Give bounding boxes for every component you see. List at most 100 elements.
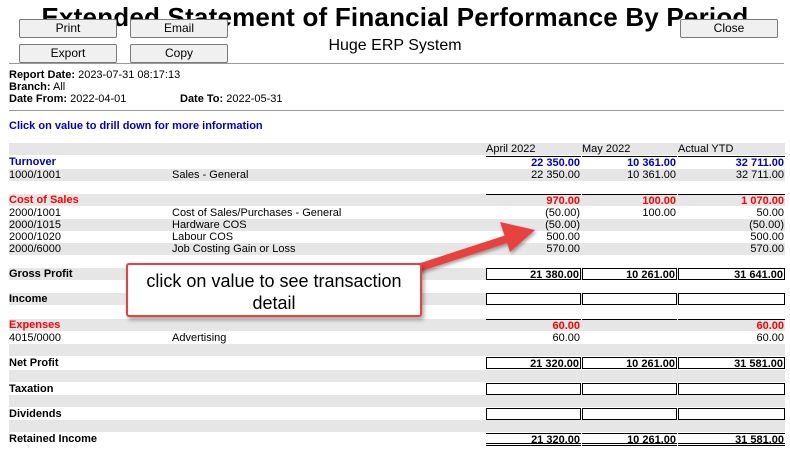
table-row: 2000/1020 Labour COS 500.00 500.00 <box>9 231 785 243</box>
april-value[interactable]: (50.00) <box>545 219 580 231</box>
april-value[interactable]: 570.00 <box>546 243 580 255</box>
export-button[interactable]: Export <box>19 44 117 63</box>
column-header-april: April 2022 <box>486 143 536 155</box>
close-button[interactable]: Close <box>680 19 778 38</box>
net-profit-may-value[interactable]: 10 261.00 <box>582 357 677 369</box>
spacer-row <box>9 181 785 193</box>
expenses-row: Expenses 60.00 60.00 <box>9 319 785 331</box>
net-profit-april-value[interactable]: 21 320.00 <box>486 357 581 369</box>
april-value[interactable]: (50.00) <box>545 207 580 219</box>
gross-profit-april-value[interactable]: 21 380.00 <box>486 268 581 280</box>
retained-income-may-value[interactable]: 10 261.00 <box>582 433 677 446</box>
annotation-callout: click on value to see transaction detail <box>126 263 422 317</box>
gross-profit-may-value[interactable]: 10 261.00 <box>582 268 677 280</box>
net-profit-label: Net Profit <box>9 357 59 369</box>
account-description: Sales - General <box>172 169 249 181</box>
turnover-april-value[interactable]: 22 350.00 <box>486 156 581 168</box>
date-from-line: Date From: 2022-04-01 <box>9 93 126 105</box>
cost-of-sales-label: Cost of Sales <box>9 194 79 206</box>
may-value[interactable] <box>582 231 677 243</box>
cost-of-sales-ytd-value[interactable]: 1 070.00 <box>678 194 785 206</box>
may-value[interactable]: 100.00 <box>642 207 676 219</box>
column-header-ytd: Actual YTD <box>678 143 734 155</box>
retained-income-april-value[interactable]: 21 320.00 <box>486 433 581 446</box>
dividends-april-value[interactable] <box>486 408 581 420</box>
annotation-callout-text: click on value to see transaction detail <box>146 271 402 313</box>
date-from-label: Date From: <box>9 93 68 105</box>
spacer-row <box>9 395 785 407</box>
account-description: Cost of Sales/Purchases - General <box>172 207 342 219</box>
copy-button[interactable]: Copy <box>130 44 228 63</box>
table-row: 2000/6000 Job Costing Gain or Loss 570.0… <box>9 243 785 255</box>
account-description: Advertising <box>172 332 227 344</box>
april-value[interactable]: 60.00 <box>552 332 580 344</box>
table-row: 4015/0000 Advertising 60.00 60.00 <box>9 332 785 344</box>
april-value[interactable]: 500.00 <box>546 231 580 243</box>
cost-of-sales-row: Cost of Sales 970.00 100.00 1 070.00 <box>9 194 785 206</box>
expenses-label: Expenses <box>9 319 61 331</box>
account-code: 2000/1015 <box>9 219 61 231</box>
column-header-may: May 2022 <box>582 143 631 155</box>
taxation-row: Taxation <box>9 383 785 395</box>
date-to-value: 2022-05-31 <box>226 93 283 105</box>
may-value[interactable]: 10 361.00 <box>627 169 676 181</box>
taxation-ytd-value[interactable] <box>678 383 785 395</box>
income-label: Income <box>9 293 48 305</box>
dividends-label: Dividends <box>9 408 62 420</box>
account-code: 1000/1001 <box>9 169 61 181</box>
column-header-row: April 2022 May 2022 Actual YTD <box>9 143 785 155</box>
account-code: 2000/6000 <box>9 243 61 255</box>
ytd-value[interactable]: 500.00 <box>750 231 784 243</box>
date-from-value: 2022-04-01 <box>70 93 127 105</box>
turnover-row: Turnover 22 350.00 10 361.00 32 711.00 <box>9 156 785 168</box>
spacer-row <box>9 420 785 432</box>
ytd-value[interactable]: 60.00 <box>756 332 784 344</box>
date-to-line: Date To: 2022-05-31 <box>180 93 283 105</box>
cost-of-sales-may-value[interactable]: 100.00 <box>582 194 677 206</box>
report-title: Extended Statement of Financial Performa… <box>41 2 749 32</box>
taxation-may-value[interactable] <box>582 383 677 395</box>
expenses-april-value[interactable]: 60.00 <box>486 319 581 331</box>
email-button[interactable]: Email <box>130 19 228 38</box>
account-description: Hardware COS <box>172 219 247 231</box>
cost-of-sales-april-value[interactable]: 970.00 <box>486 194 581 206</box>
ytd-value[interactable]: 50.00 <box>756 207 784 219</box>
taxation-label: Taxation <box>9 383 54 395</box>
info-divider <box>9 110 784 111</box>
retained-income-label: Retained Income <box>9 433 98 445</box>
turnover-ytd-value[interactable]: 32 711.00 <box>678 156 785 168</box>
spacer-row <box>9 370 785 382</box>
account-code: 2000/1001 <box>9 207 61 219</box>
gross-profit-ytd-value[interactable]: 31 641.00 <box>678 268 785 280</box>
ytd-value[interactable]: 570.00 <box>750 243 784 255</box>
income-may-value[interactable] <box>582 293 677 305</box>
taxation-april-value[interactable] <box>486 383 581 395</box>
dividends-may-value[interactable] <box>582 408 677 420</box>
report-date-label: Report Date: <box>9 69 76 81</box>
retained-income-ytd-value[interactable]: 31 581.00 <box>678 433 785 446</box>
dividends-ytd-value[interactable] <box>678 408 785 420</box>
branch-line: Branch: All <box>9 81 65 93</box>
account-description: Labour COS <box>172 231 234 243</box>
ytd-value[interactable]: 32 711.00 <box>735 169 784 181</box>
income-april-value[interactable] <box>486 293 581 305</box>
table-row: 1000/1001 Sales - General 22 350.00 10 3… <box>9 169 785 181</box>
date-to-label: Date To: <box>180 93 224 105</box>
may-value[interactable] <box>582 219 677 231</box>
may-value[interactable] <box>582 243 677 255</box>
gross-profit-label: Gross Profit <box>9 268 73 280</box>
dividends-row: Dividends <box>9 408 785 420</box>
report-date-line: Report Date: 2023-07-31 08:17:13 <box>9 69 180 81</box>
expenses-ytd-value[interactable]: 60.00 <box>678 319 785 331</box>
net-profit-ytd-value[interactable]: 31 581.00 <box>678 357 785 369</box>
turnover-may-value[interactable]: 10 361.00 <box>582 156 677 168</box>
income-ytd-value[interactable] <box>678 293 785 305</box>
april-value[interactable]: 22 350.00 <box>531 169 580 181</box>
may-value[interactable] <box>582 332 677 344</box>
account-code: 4015/0000 <box>9 332 61 344</box>
expenses-may-value[interactable] <box>582 319 677 331</box>
print-button[interactable]: Print <box>19 19 117 38</box>
account-code: 2000/1020 <box>9 231 61 243</box>
ytd-value[interactable]: (50.00) <box>749 219 784 231</box>
table-row: 2000/1015 Hardware COS (50.00) (50.00) <box>9 219 785 231</box>
